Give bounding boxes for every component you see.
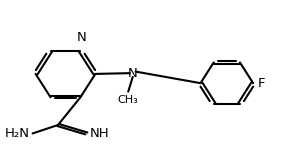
Text: H₂N: H₂N	[5, 127, 30, 140]
Text: N: N	[77, 31, 87, 44]
Text: N: N	[128, 67, 138, 80]
Text: CH₃: CH₃	[118, 95, 139, 105]
Text: F: F	[258, 77, 265, 90]
Text: NH: NH	[89, 127, 109, 140]
